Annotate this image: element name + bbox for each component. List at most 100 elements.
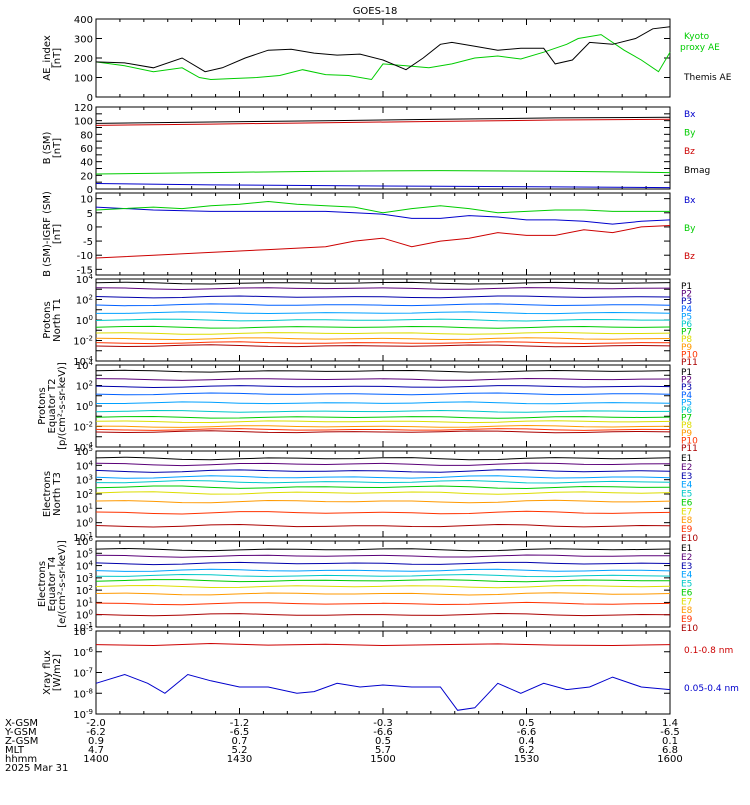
y-axis-title: B (SM)-IGRF (SM) — [42, 191, 53, 277]
y-tick-label: 10-4 — [73, 441, 93, 454]
series-line-e8 — [95, 592, 671, 596]
y-tick-label: 105 — [76, 445, 93, 458]
x-axis-value: -6.6 — [373, 727, 393, 738]
series-line-e4 — [95, 568, 671, 572]
legend-electrons_t3-e7: E7 — [681, 507, 692, 517]
legend-protons_t2-p9: P9 — [681, 429, 692, 439]
y-axis-title: Xray flux — [42, 650, 53, 695]
legend-electrons_t4-e3: E3 — [681, 562, 692, 572]
series-line-p11 — [95, 344, 671, 348]
legend-protons_t2-p4: P4 — [681, 391, 692, 401]
panel-frame — [95, 540, 671, 628]
y-axis-title: [e/(cm²-s-sr-keV)] — [57, 540, 68, 628]
series-line-by — [95, 200, 670, 214]
legend-protons_t2-p6: P6 — [681, 406, 692, 416]
y-tick-label: 10-8 — [73, 687, 93, 700]
y-tick-label: 10-1 — [73, 531, 93, 544]
y-tick-label: 10-6 — [73, 646, 93, 659]
y-tick-label: 10-7 — [73, 667, 93, 680]
legend-protons_t1-p2: P2 — [681, 290, 692, 300]
y-tick-label: 105 — [76, 547, 93, 560]
x-axis-value: 1430 — [227, 754, 252, 765]
series-line-e10 — [95, 523, 671, 528]
series-line-themis-ae — [95, 26, 671, 73]
series-line-0-1-0-8-nm — [95, 642, 671, 647]
legend-protons_t2-p11: P11 — [681, 444, 698, 454]
y-tick-label: 10 — [80, 195, 93, 206]
y-tick-label: 40 — [80, 158, 93, 169]
series-line-e2 — [95, 554, 671, 558]
y-axis-title: [p/(cm²-s-sr-keV)] — [57, 362, 68, 450]
x-axis-value: 5.7 — [375, 745, 391, 756]
panel-bigrf: -15 -10 -5 0 5 10 B (SM)-IGRF (SM) [nT] Bx By Bz — [42, 191, 696, 277]
y-tick-label: 104 — [76, 459, 94, 472]
series-line-p2 — [95, 287, 671, 291]
y-axis-title: [nT] — [52, 224, 63, 244]
legend-protons_t1-p9: P9 — [681, 343, 692, 353]
legend-electrons_t4-e8: E8 — [681, 606, 693, 616]
panel-protons_t1: 10-4 10-2 100 102 104 Protons North T1 P1P2P3P4… — [42, 273, 698, 368]
series-line-p7 — [95, 415, 671, 419]
y-tick-label: 20 — [80, 171, 93, 182]
y-tick-label: 5 — [87, 209, 93, 220]
legend-electrons_t3-e1: E1 — [681, 454, 692, 464]
series-line-p10 — [95, 428, 671, 431]
legend-protons_t1-p7: P7 — [681, 328, 692, 338]
legend-bsm-bz: Bz — [684, 147, 695, 157]
series-line-e6 — [95, 485, 671, 490]
series-line-p4 — [95, 392, 671, 396]
series-line-p8 — [95, 331, 671, 335]
series-line-p6 — [95, 318, 670, 322]
y-tick-label: 80 — [80, 130, 93, 141]
x-axis-value: 1600 — [657, 754, 682, 765]
x-axis-value: 0.5 — [519, 718, 535, 729]
legend-themis: Themis AE — [683, 73, 732, 83]
y-tick-label: 0 — [87, 223, 93, 234]
plot-title: GOES-18 — [353, 6, 398, 17]
y-tick-label: 100 — [74, 74, 93, 85]
legend-electrons_t3-e2: E2 — [681, 463, 692, 473]
series-line-e5 — [95, 479, 671, 484]
legend-electrons_t3-e9: E9 — [681, 525, 693, 535]
y-axis-title: Equator T4 — [47, 557, 58, 612]
legend-bigrf-bx: Bx — [684, 196, 696, 206]
x-axis-value: 0.4 — [519, 736, 535, 747]
panel-frame — [95, 630, 671, 715]
series-line-e3 — [95, 561, 671, 566]
series-line-bx — [95, 183, 671, 189]
y-tick-label: 104 — [76, 359, 94, 372]
x-axis-value: 1500 — [370, 754, 395, 765]
y-axis-title: Electrons — [42, 471, 53, 517]
y-tick-label: 120 — [74, 103, 93, 114]
series-line-e3 — [95, 469, 671, 473]
series-line-p4 — [95, 303, 671, 307]
x-axis-value: -0.3 — [373, 718, 393, 729]
series-line-e1 — [95, 547, 671, 552]
legend-protons_t1-p1: P1 — [681, 282, 692, 292]
series-line-p1 — [95, 281, 671, 285]
legend-electrons_t4-e1: E1 — [681, 544, 692, 554]
x-axis-row-label: Y-GSM — [4, 727, 37, 738]
y-tick-label: 100 — [76, 400, 93, 413]
x-axis-value: -6.2 — [86, 727, 106, 738]
series-line-p2 — [95, 377, 671, 381]
legend-protons_t2-p8: P8 — [681, 421, 692, 431]
x-axis-value: -6.6 — [517, 727, 537, 738]
legend-protons_t1-p5: P5 — [681, 312, 692, 322]
x-axis-value: -2.0 — [86, 718, 106, 729]
series-line-0-05-0-4-nm — [95, 673, 671, 711]
series-line-bz — [95, 225, 671, 259]
y-axis-title: [W/m2] — [52, 654, 63, 691]
series-line-bmag — [95, 116, 671, 124]
y-tick-label: 102 — [76, 294, 93, 307]
legend-protons_t1-p10: P10 — [681, 350, 698, 360]
legend-bsm-by: By — [684, 129, 696, 139]
series-line-e7 — [95, 491, 671, 495]
y-axis-title: Protons — [37, 387, 48, 424]
series-line-e2 — [95, 462, 671, 467]
x-axis-value: 1.4 — [662, 718, 678, 729]
y-axis-title: North T1 — [52, 298, 63, 342]
legend-electrons_t4-e4: E4 — [681, 571, 693, 581]
